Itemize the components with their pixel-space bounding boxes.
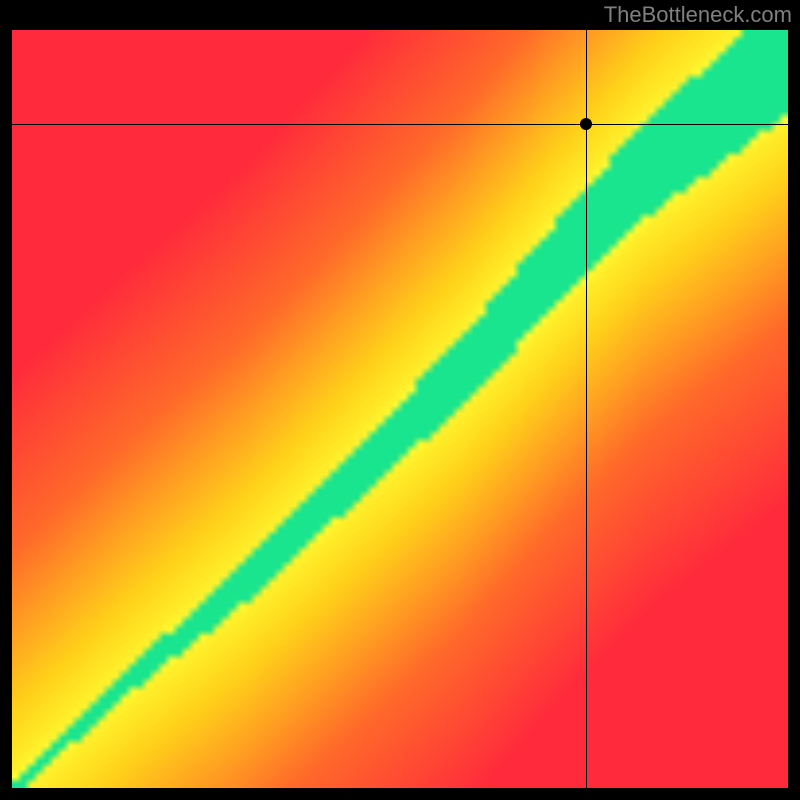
crosshair-vertical: [586, 30, 587, 788]
crosshair-marker: [580, 118, 592, 130]
crosshair-horizontal: [12, 124, 788, 125]
heatmap-canvas: [12, 30, 788, 788]
plot-area: [12, 30, 788, 788]
watermark-text: TheBottleneck.com: [604, 2, 792, 28]
